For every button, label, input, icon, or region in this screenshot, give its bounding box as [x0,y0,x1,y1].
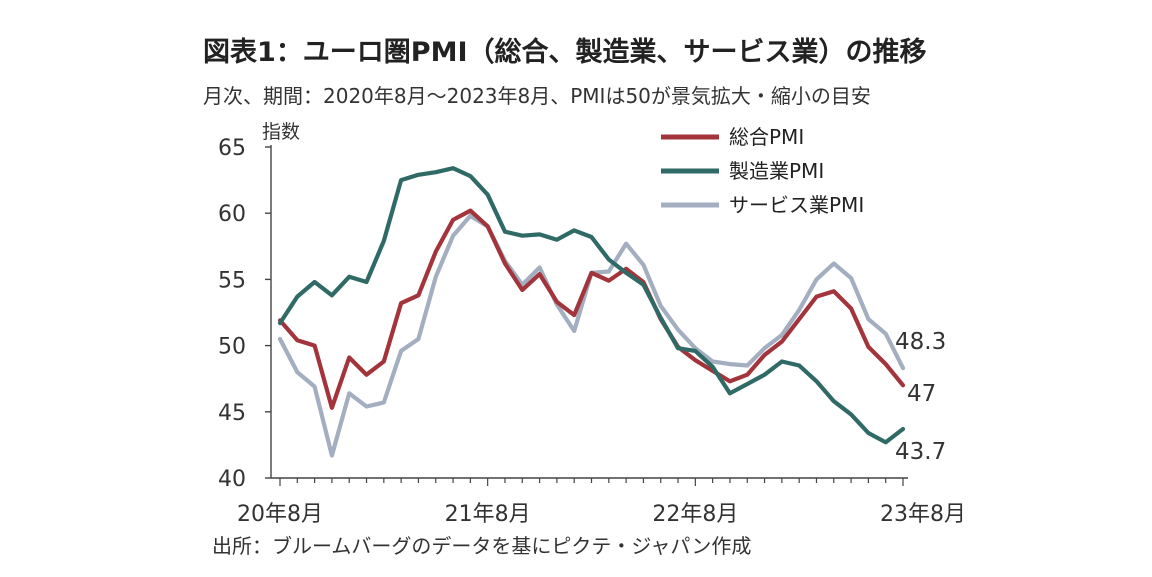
series-lines [277,166,906,458]
end-value-label: 43.7 [895,439,946,465]
series-line-0 [277,208,906,410]
legend-label: 総合PMI [729,125,804,149]
x-tick-label: 21年8月 [445,502,531,527]
legend-label: サービス業PMI [729,193,864,217]
y-tick-label: 45 [218,401,246,426]
y-axis-unit-label: 指数 [262,121,300,143]
end-labels: 47 43.7 48.3 [895,329,946,465]
y-axis: 40 45 50 55 60 65 指数 [218,121,300,492]
x-axis: 20年8月 21年8月 22年8月 23年8月 [237,477,966,527]
y-tick-label: 50 [218,335,246,360]
y-tick-label: 55 [218,268,246,293]
series-line-2 [277,213,906,458]
end-value-label: 47 [907,381,936,407]
y-tick-label: 60 [218,202,246,227]
x-tick-label: 22年8月 [652,502,738,527]
source-note: 出所：ブルームバーグのデータを基にピクテ・ジャパン作成 [212,534,752,558]
chart-title: 図表1：ユーロ圏PMI（総合、製造業、サービス業）の推移 [203,37,927,68]
x-tick-label: 20年8月 [237,502,323,527]
end-value-label: 48.3 [895,329,946,355]
y-tick-label: 65 [218,136,246,161]
series-line-1 [277,166,906,445]
chart-subtitle: 月次、期間：2020年8月～2023年8月、PMIは50が景気拡大・縮小の目安 [203,84,871,108]
legend: 総合PMI 製造業PMI サービス業PMI [661,125,864,217]
legend-label: 製造業PMI [729,159,824,183]
x-tick-label: 23年8月 [880,502,966,527]
y-tick-label: 40 [218,467,246,492]
